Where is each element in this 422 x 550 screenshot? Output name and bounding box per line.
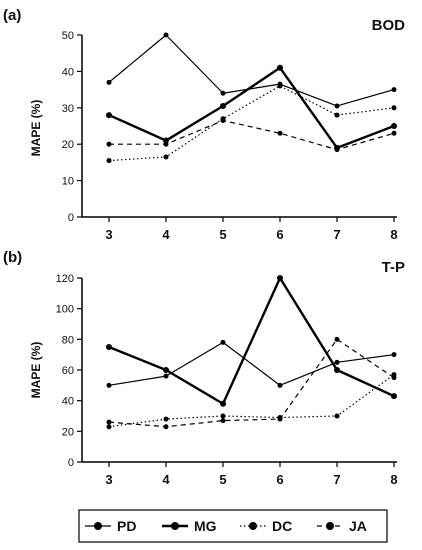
y-tick-label: 10 (62, 176, 74, 188)
y-tick-label: 120 (56, 273, 74, 285)
y-tick-label: 60 (62, 365, 74, 377)
panel-label-a: (a) (3, 7, 21, 24)
data-point-mg (220, 102, 226, 109)
y-tick-label: 50 (62, 30, 74, 42)
series-line-dc (108, 85, 395, 162)
x-tick-label: 8 (390, 227, 397, 242)
data-point-mg (220, 400, 226, 407)
x-tick-label: 5 (219, 227, 226, 242)
x-tick-label: 5 (219, 472, 226, 487)
y-tick-label: 30 (62, 103, 74, 115)
data-point-ja (106, 419, 112, 425)
data-point-mg (391, 393, 397, 400)
data-point-pd (163, 373, 169, 379)
legend: PD MG DC JA (78, 509, 388, 543)
data-point-ja (391, 130, 397, 136)
series-line-mg (108, 276, 395, 405)
legend-label-mg: MG (194, 518, 217, 534)
x-tick-label: 8 (390, 472, 397, 487)
data-point-ja (391, 375, 397, 381)
data-point-pd (334, 103, 340, 109)
data-point-pd (220, 339, 226, 345)
data-point-dc (163, 416, 169, 422)
data-point-mg (391, 123, 397, 129)
data-point-dc (163, 154, 169, 160)
data-point-mg (277, 275, 283, 281)
data-point-mg (163, 137, 169, 144)
y-axis-label-a: MAPE (%) (29, 100, 43, 157)
data-point-dc (391, 105, 397, 111)
data-point-ja (163, 424, 169, 430)
data-point-pd (391, 352, 397, 358)
y-tick-label: 20 (62, 139, 74, 151)
chart-panel-b: (b) T-P MAPE (%) 0 20 40 60 80 100 120 3 4 5 6 7 8 (3, 249, 405, 487)
y-tick-label: 80 (62, 334, 74, 346)
x-tick-label: 7 (333, 472, 340, 487)
data-point-ja (277, 416, 283, 422)
legend-label-pd: PD (117, 518, 136, 534)
data-point-dc (334, 413, 340, 419)
legend-marker-ja (326, 522, 334, 530)
data-point-mg (163, 367, 169, 373)
legend-marker-pd (94, 522, 102, 530)
data-point-ja (277, 130, 283, 136)
chart-panel-a: (a) BOD MAPE (%) 0 10 20 30 40 50 3 4 5 6 7 8 (3, 7, 405, 242)
data-point-pd (163, 32, 169, 38)
data-point-pd (106, 382, 112, 388)
series-line-mg (108, 66, 395, 150)
data-point-dc (106, 424, 112, 430)
series-line-pd (108, 341, 395, 386)
data-point-ja (106, 141, 112, 147)
data-point-mg (106, 112, 112, 119)
data-point-mg (106, 344, 112, 350)
legend-marker-dc (249, 522, 257, 530)
y-tick-label: 40 (62, 396, 74, 408)
x-tick-label: 7 (333, 227, 340, 242)
y-tick-label: 0 (68, 212, 74, 224)
chart-title-b: T-P (382, 259, 405, 276)
data-point-dc (277, 83, 283, 89)
data-point-ja (220, 118, 226, 124)
data-point-dc (334, 112, 340, 118)
y-tick-label: 100 (56, 304, 74, 316)
x-tick-label: 4 (162, 227, 170, 242)
series-line-ja (108, 338, 395, 428)
data-point-pd (277, 382, 283, 388)
legend-label-dc: DC (272, 518, 292, 534)
panel-label-b: (b) (3, 249, 22, 266)
chart-title-a: BOD (372, 17, 406, 34)
data-point-pd (334, 359, 340, 365)
y-tick-label: 20 (62, 426, 74, 438)
series-line-pd (108, 34, 395, 107)
data-point-dc (220, 413, 226, 419)
legend-marker-mg (171, 522, 179, 530)
data-point-ja (163, 141, 169, 147)
y-axis-label-b: MAPE (%) (29, 342, 43, 399)
data-point-pd (220, 90, 226, 96)
data-point-ja (334, 147, 340, 153)
series-line-ja (109, 119, 395, 151)
x-tick-label: 6 (276, 227, 283, 242)
series-line-dc (108, 374, 395, 428)
y-tick-label: 40 (62, 66, 74, 78)
data-point-pd (391, 87, 397, 93)
data-point-mg (277, 64, 283, 71)
data-point-dc (106, 158, 112, 164)
data-point-mg (334, 367, 340, 373)
data-point-pd (106, 79, 112, 85)
x-tick-label: 4 (162, 472, 170, 487)
legend-label-ja: JA (349, 518, 367, 534)
x-tick-label: 3 (105, 472, 112, 487)
data-point-ja (220, 418, 226, 424)
data-point-ja (334, 336, 340, 342)
y-tick-label: 0 (68, 457, 74, 469)
x-tick-label: 3 (105, 227, 112, 242)
x-tick-label: 6 (276, 472, 283, 487)
